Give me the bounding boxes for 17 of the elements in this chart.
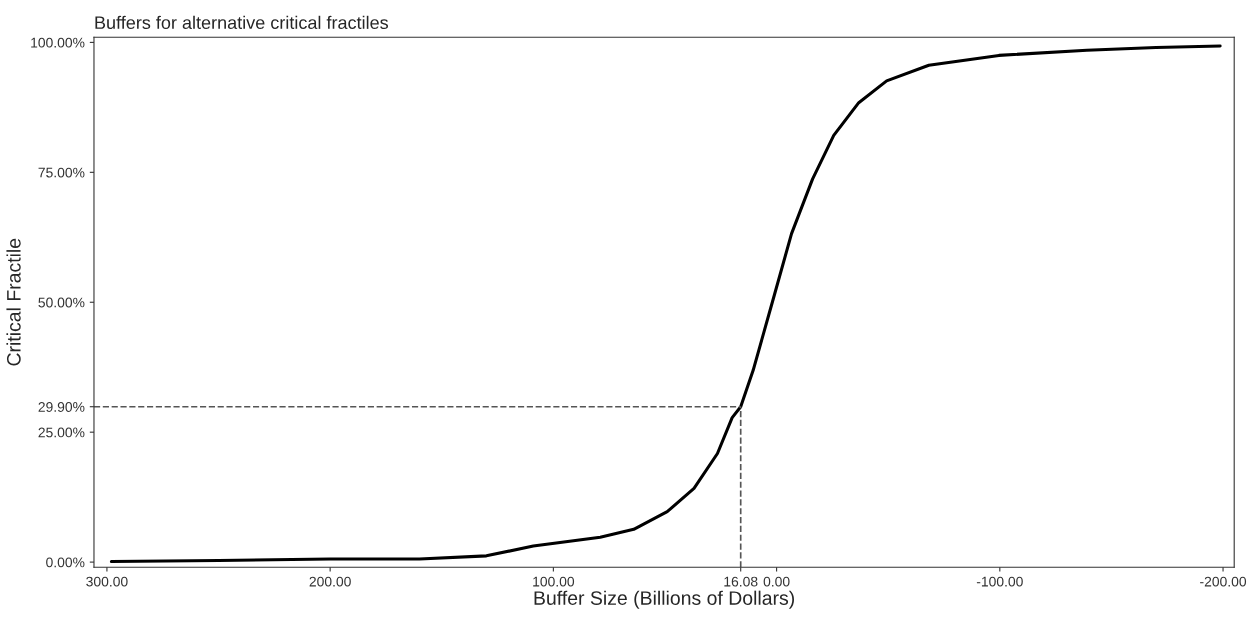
line-series <box>109 44 1222 564</box>
y-axis-title: Critical Fractile <box>6 238 21 366</box>
x-axis-title: Buffer Size (Billions of Dollars) <box>534 590 795 609</box>
y-tick-label: 75.00% <box>38 167 85 178</box>
x-tick-label: 200.00 <box>309 576 351 587</box>
y-tick-label: 100.00% <box>31 37 85 48</box>
x-tick-label: -200.00 <box>1200 576 1247 587</box>
y-tick-label: 25.00% <box>38 427 85 438</box>
y-tick-label: 29.90% <box>38 402 85 412</box>
x-tick-label: 0.00 <box>763 576 790 587</box>
x-tick-label: 16.08 <box>724 576 758 587</box>
x-tick-label: 300.00 <box>86 576 128 587</box>
x-tick-label: -100.00 <box>976 576 1023 587</box>
chart-title: Buffers for alternative critical fractiles <box>95 15 389 30</box>
y-tick-label: 0.00% <box>46 557 85 568</box>
x-tick-label: 100.00 <box>533 576 575 587</box>
y-tick-label: 50.00% <box>38 297 85 308</box>
